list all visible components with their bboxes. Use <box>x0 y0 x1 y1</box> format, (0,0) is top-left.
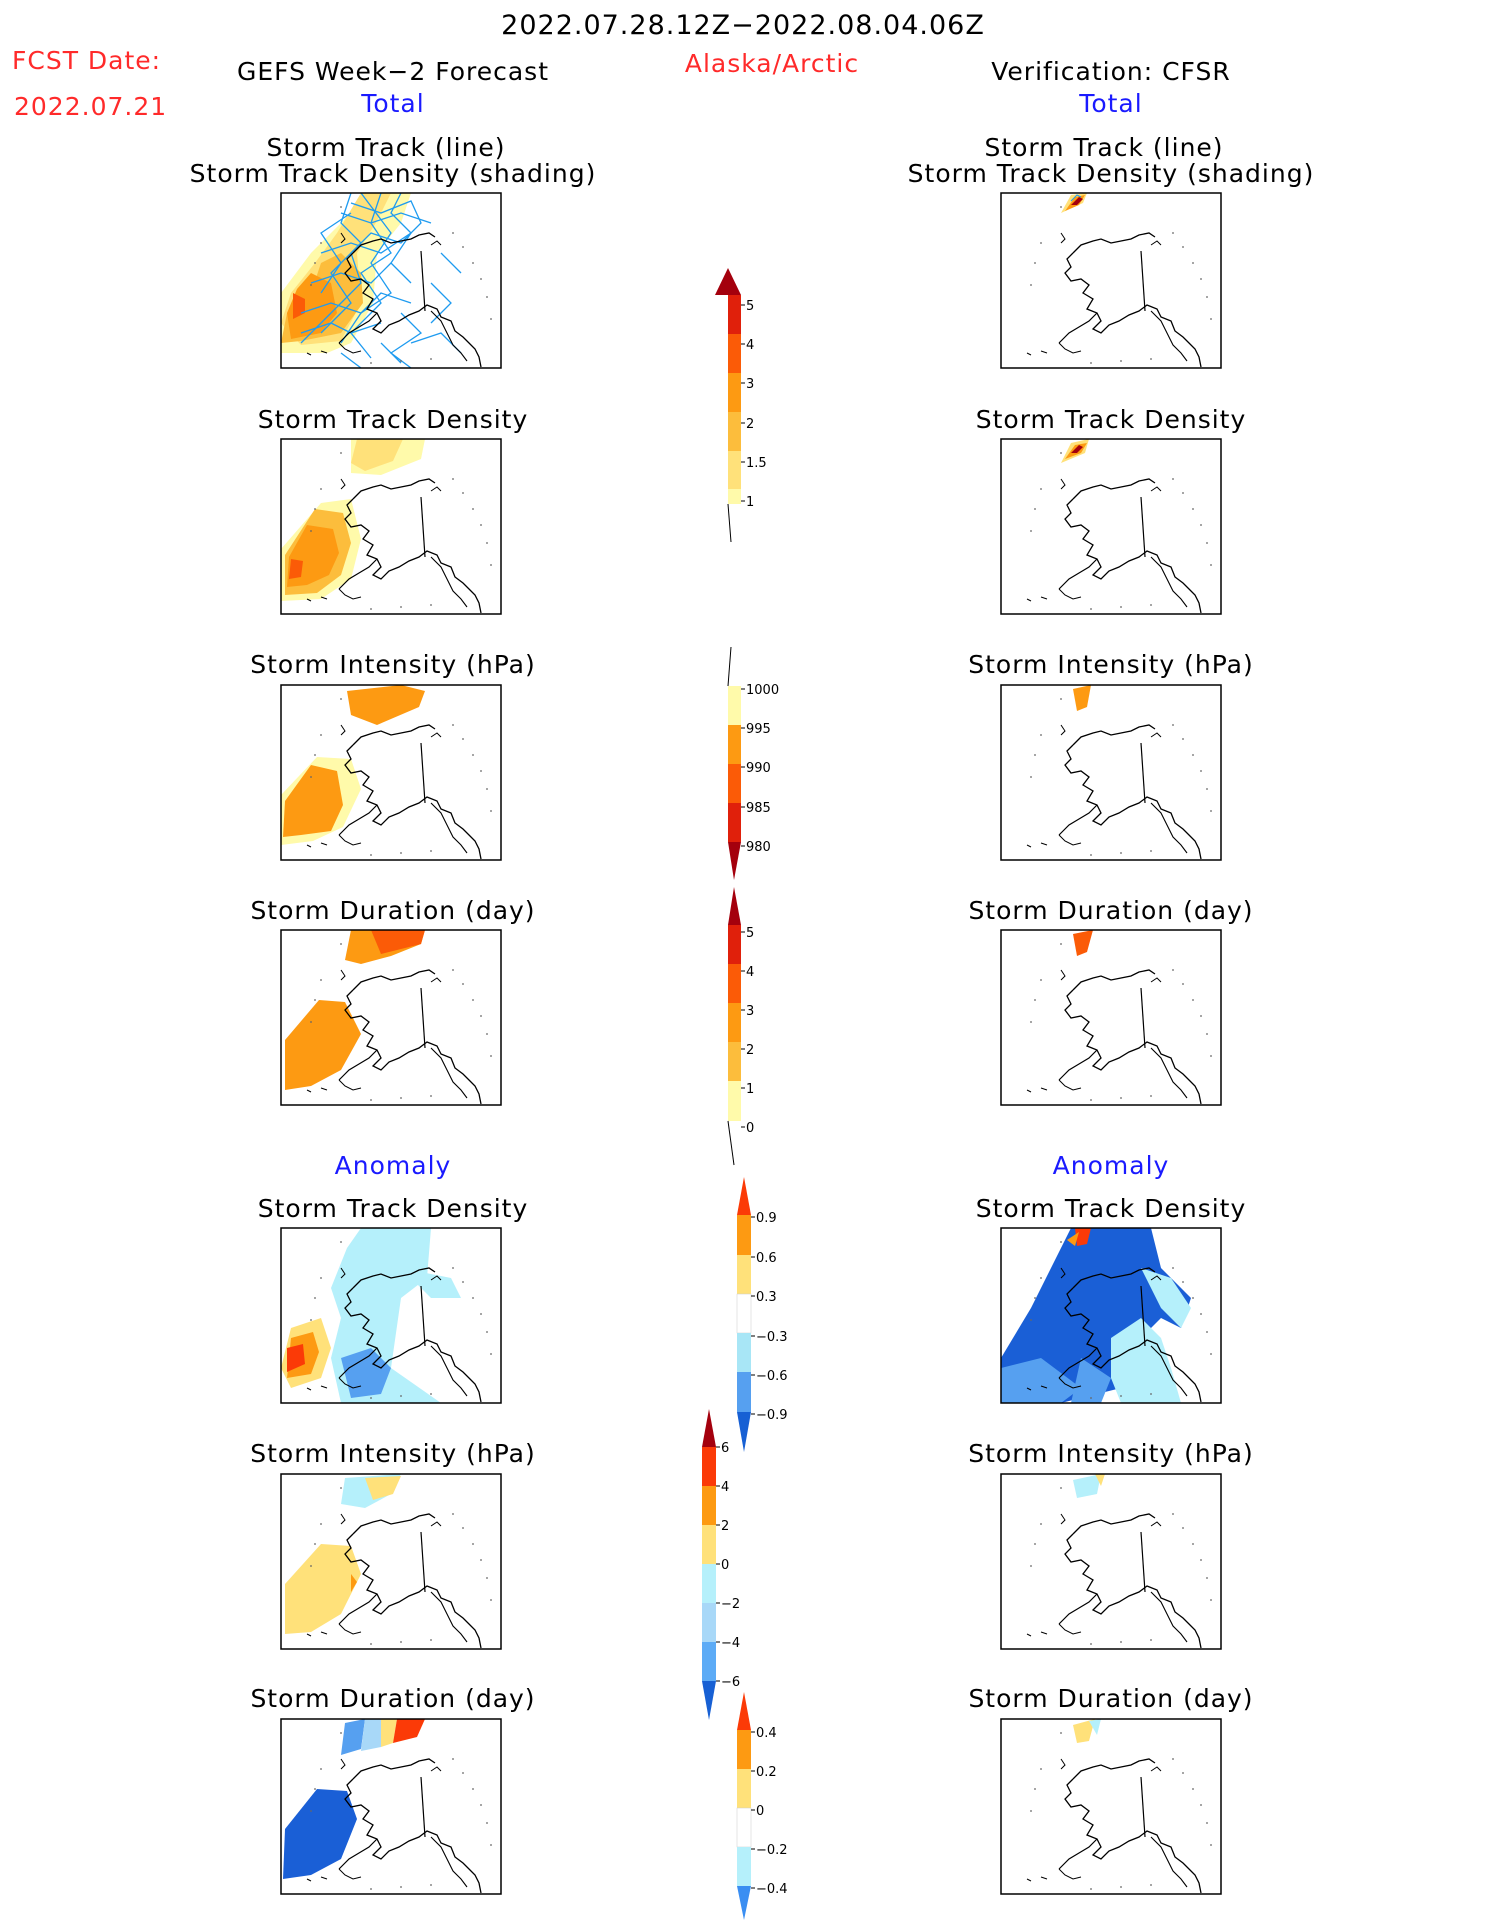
map-panel-left-duration <box>280 929 502 1106</box>
cb-label: 2 <box>721 1519 729 1534</box>
date-range-title: 2022.07.28.12Z−2022.08.04.06Z <box>501 10 985 41</box>
colorbar-intensity: 1000 995 990 985 980 <box>727 646 779 880</box>
panel-title-right-0b: Storm Track Density (shading) <box>907 159 1315 188</box>
panel-title-left-0b: Storm Track Density (shading) <box>189 159 597 188</box>
colorbar-anom-intensity: 6 4 2 0 −2 −4 −6 <box>702 1409 740 1720</box>
map-panel-right-anom-intensity <box>1000 1473 1222 1650</box>
cb-label: 980 <box>746 840 771 855</box>
cb-label: 1 <box>746 495 754 510</box>
left-anomaly-label: Anomaly <box>334 1151 452 1180</box>
panel-title-left-5: Storm Intensity (hPa) <box>250 1439 536 1468</box>
cb-label: 0.3 <box>756 1290 777 1305</box>
map-panel-left-anom-duration <box>280 1718 502 1895</box>
cb-label: 5 <box>746 926 754 941</box>
panel-title-left-3: Storm Duration (day) <box>250 896 536 925</box>
map-panel-right-anom-duration <box>1000 1718 1222 1895</box>
map-panel-left-density <box>280 438 502 615</box>
region-title: Alaska/Arctic <box>684 49 860 78</box>
colorbar-anom-duration: 0.4 0.2 0 −0.2 −0.4 <box>736 1692 788 1920</box>
panel-title-right-1: Storm Track Density <box>975 405 1247 434</box>
cb-label: −2 <box>721 1597 740 1612</box>
cb-label: 3 <box>746 1004 754 1019</box>
colorbar-anom-density: 0.9 0.6 0.3 −0.3 −0.6 −0.9 <box>736 1177 788 1452</box>
cb-label: 2 <box>746 417 754 432</box>
cb-label: 1000 <box>746 683 779 698</box>
cb-label: −0.3 <box>756 1330 788 1345</box>
map-panel-left-track <box>280 192 502 369</box>
cb-label: 990 <box>746 761 771 776</box>
panel-title-right-6: Storm Duration (day) <box>968 1684 1254 1713</box>
map-panel-left-anom-intensity <box>280 1473 502 1650</box>
map-panel-right-density <box>1000 438 1222 615</box>
cb-label: 5 <box>746 299 754 314</box>
cb-label: 1.5 <box>746 456 767 471</box>
cb-label: −4 <box>721 1636 740 1651</box>
panel-title-left-6: Storm Duration (day) <box>250 1684 536 1713</box>
panel-title-right-5: Storm Intensity (hPa) <box>968 1439 1254 1468</box>
panel-title-left-0a: Storm Track (line) <box>266 133 506 162</box>
gefs-forecast-title: GEFS Week−2 Forecast <box>236 57 550 86</box>
cb-label: 6 <box>721 1441 729 1456</box>
cb-label: −0.6 <box>756 1369 788 1384</box>
cb-label: 0 <box>756 1804 764 1819</box>
colorbar-track-density: 5 4 3 2 1.5 1 <box>715 268 767 543</box>
cb-label: −6 <box>721 1675 740 1690</box>
panel-title-right-0a: Storm Track (line) <box>984 133 1224 162</box>
cb-label: 0.6 <box>756 1251 777 1266</box>
cb-label: 0 <box>746 1121 754 1136</box>
panel-title-right-4: Storm Track Density <box>975 1194 1247 1223</box>
cb-label: 4 <box>721 1480 729 1495</box>
cb-tip <box>715 268 741 295</box>
cb-label: 2 <box>746 1043 754 1058</box>
cb-label: 0.2 <box>756 1765 777 1780</box>
cb-label: 0.9 <box>756 1211 777 1226</box>
cb-label: −0.9 <box>756 1408 788 1423</box>
map-panel-right-track <box>1000 192 1222 369</box>
panel-title-right-2: Storm Intensity (hPa) <box>968 650 1254 679</box>
cb-label: 0 <box>721 1558 729 1573</box>
cb-label: −0.2 <box>756 1843 788 1858</box>
cb-label: 4 <box>746 338 754 353</box>
panel-title-left-4: Storm Track Density <box>257 1194 529 1223</box>
panel-title-left-2: Storm Intensity (hPa) <box>250 650 536 679</box>
cb-label: 0.4 <box>756 1726 777 1741</box>
cb-label: −0.4 <box>756 1882 788 1897</box>
colorbar-duration: 5 4 3 2 1 0 <box>727 887 754 1166</box>
fcst-date-label: FCST Date: <box>12 46 162 75</box>
map-panel-right-duration <box>1000 929 1222 1106</box>
panel-title-left-1: Storm Track Density <box>257 405 529 434</box>
left-total-label: Total <box>361 89 425 118</box>
map-panel-right-anom-density <box>1000 1227 1222 1404</box>
cb-label: 1 <box>746 1082 754 1097</box>
right-anomaly-label: Anomaly <box>1052 1151 1170 1180</box>
panel-title-right-3: Storm Duration (day) <box>968 896 1254 925</box>
cb-label: 3 <box>746 377 754 392</box>
verification-title: Verification: CFSR <box>991 57 1231 86</box>
cb-label: 985 <box>746 801 771 816</box>
map-panel-left-anom-density <box>280 1227 502 1404</box>
fcst-date-value: 2022.07.21 <box>14 92 168 121</box>
right-total-label: Total <box>1079 89 1143 118</box>
map-panel-left-intensity <box>280 684 502 861</box>
cb-label: 995 <box>746 722 771 737</box>
map-panel-right-intensity <box>1000 684 1222 861</box>
cb-label: 4 <box>746 965 754 980</box>
